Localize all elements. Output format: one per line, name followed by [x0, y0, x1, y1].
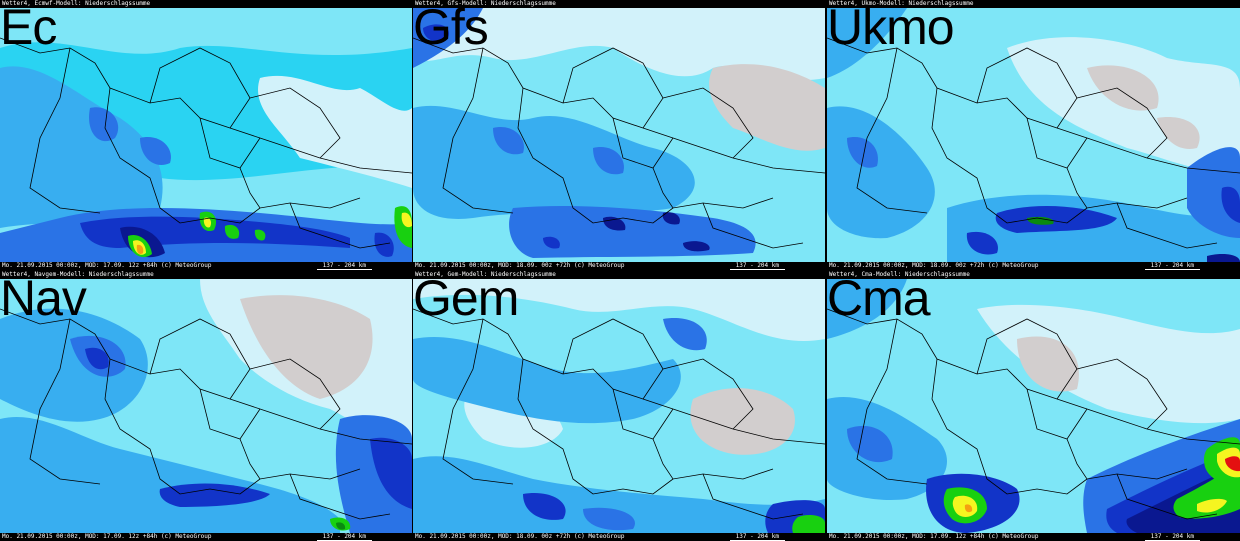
scale-bar: 137 - 204 km: [729, 533, 786, 541]
scale-bar: 137 - 204 km: [729, 262, 786, 270]
scale-bar: 137 - 204 km: [1144, 533, 1201, 541]
model-label: Ec: [0, 0, 57, 55]
precipitation-map: [0, 8, 412, 262]
panel-header: Wetter4, Cma-Modell: Niederschlagssumme: [827, 271, 1240, 279]
panel-footer: Mo. 21.09.2015 00:00z, MOD: 17.09. 12z +…: [0, 533, 412, 541]
panel-header: Wetter4, Ecmwf-Modell: Niederschlagssumm…: [0, 0, 412, 8]
panel-header: Wetter4, Ukmo-Modell: Niederschlagssumme: [827, 0, 1240, 8]
scale-bar: 137 - 204 km: [1144, 262, 1201, 270]
panel-ec: Wetter4, Ecmwf-Modell: Niederschlagssumm…: [0, 0, 412, 270]
panel-footer: Mo. 21.09.2015 00:00z, MOD: 18.09. 00z +…: [413, 533, 825, 541]
panel-gem: Wetter4, Gem-Modell: Niederschlagssumme: [413, 271, 825, 541]
precipitation-map: [413, 279, 825, 533]
scale-bar: 137 - 204 km: [316, 262, 373, 270]
model-label: Gfs: [413, 0, 489, 55]
model-label: Nav: [0, 271, 87, 326]
panel-footer: Mo. 21.09.2015 00:00z, MOD: 17.09. 12z +…: [827, 533, 1240, 541]
scale-bar: 137 - 204 km: [316, 533, 373, 541]
panel-header: Wetter4, Gem-Modell: Niederschlagssumme: [413, 271, 825, 279]
model-label: Gem: [413, 271, 519, 326]
panel-cma: Wetter4, Cma-Modell: Niederschlagssumme: [827, 271, 1240, 541]
panel-header: Wetter4, Gfs-Modell: Niederschlagssumme: [413, 0, 825, 8]
model-label: Cma: [827, 271, 931, 326]
panel-header: Wetter4, Navgem-Modell: Niederschlagssum…: [0, 271, 412, 279]
model-label: Ukmo: [827, 0, 955, 55]
panel-footer: Mo. 21.09.2015 00:00z, MOD: 17.09. 12z +…: [0, 262, 412, 270]
panel-ukmo: Wetter4, Ukmo-Modell: Niederschlagssumme: [827, 0, 1240, 270]
precipitation-map: [0, 279, 412, 533]
panel-footer: Mo. 21.09.2015 00:00z, MOD: 18.09. 00z +…: [827, 262, 1240, 270]
precipitation-map: [827, 8, 1240, 262]
panel-footer: Mo. 21.09.2015 00:00z, MOD: 18.09. 00z +…: [413, 262, 825, 270]
precipitation-map: [413, 8, 825, 262]
panel-gfs: Wetter4, Gfs-Modell: Niederschlagssumme: [413, 0, 825, 270]
panel-nav: Wetter4, Navgem-Modell: Niederschlagssum…: [0, 271, 412, 541]
precipitation-map: [827, 279, 1240, 533]
